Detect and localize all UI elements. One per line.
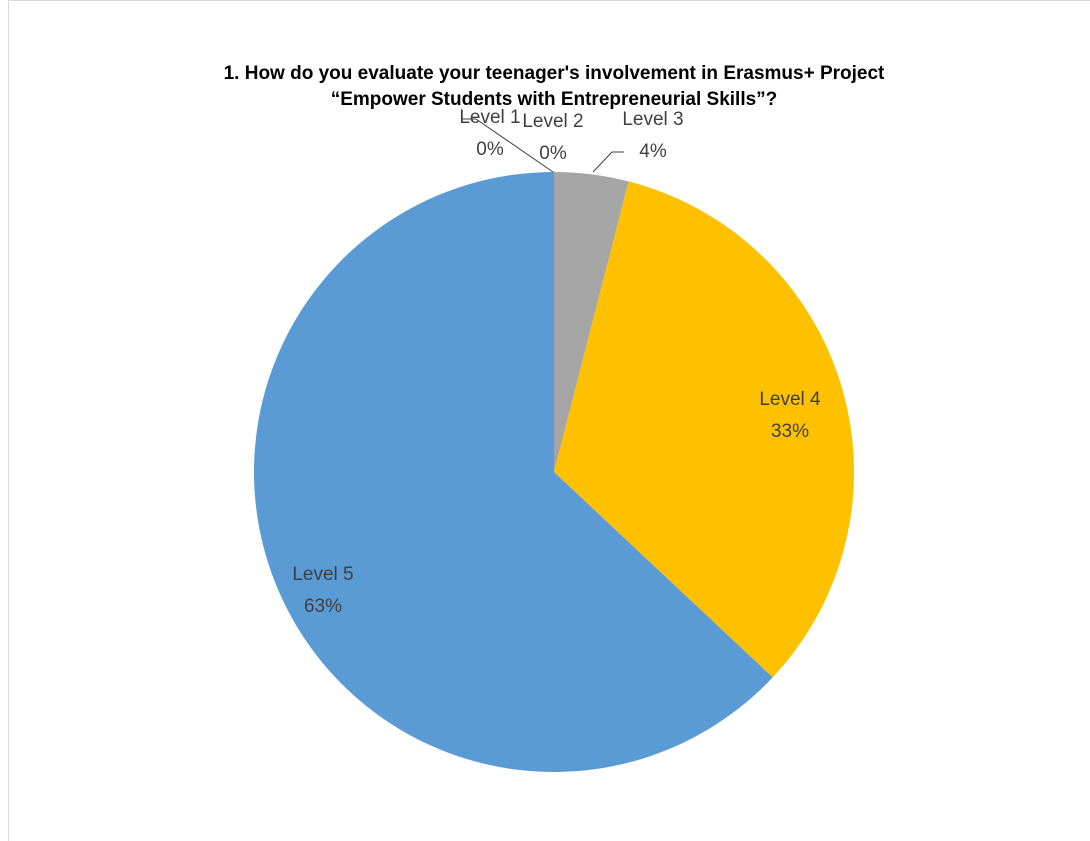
slice-label: Level 2 — [522, 111, 583, 132]
slice-label: Level 4 — [759, 389, 821, 410]
slice-label: Level 3 — [622, 109, 683, 130]
chart-title: 1. How do you evaluate your teenager's i… — [224, 63, 885, 84]
pie-slice — [554, 172, 629, 472]
leader-line — [592, 151, 613, 173]
chart-title: “Empower Students with Entrepreneurial S… — [331, 89, 778, 110]
slice-label: Level 5 — [292, 564, 353, 585]
slice-value-label: 33% — [771, 421, 809, 442]
slice-value-label: 4% — [639, 141, 667, 162]
slice-label: Level 1 — [459, 107, 520, 128]
pie-slice — [554, 181, 854, 678]
leader-line — [475, 118, 554, 173]
slice-value-label: 63% — [304, 596, 342, 617]
pie-slice — [254, 172, 773, 772]
slice-value-label: 0% — [476, 139, 504, 160]
slice-value-label: 0% — [539, 143, 567, 164]
